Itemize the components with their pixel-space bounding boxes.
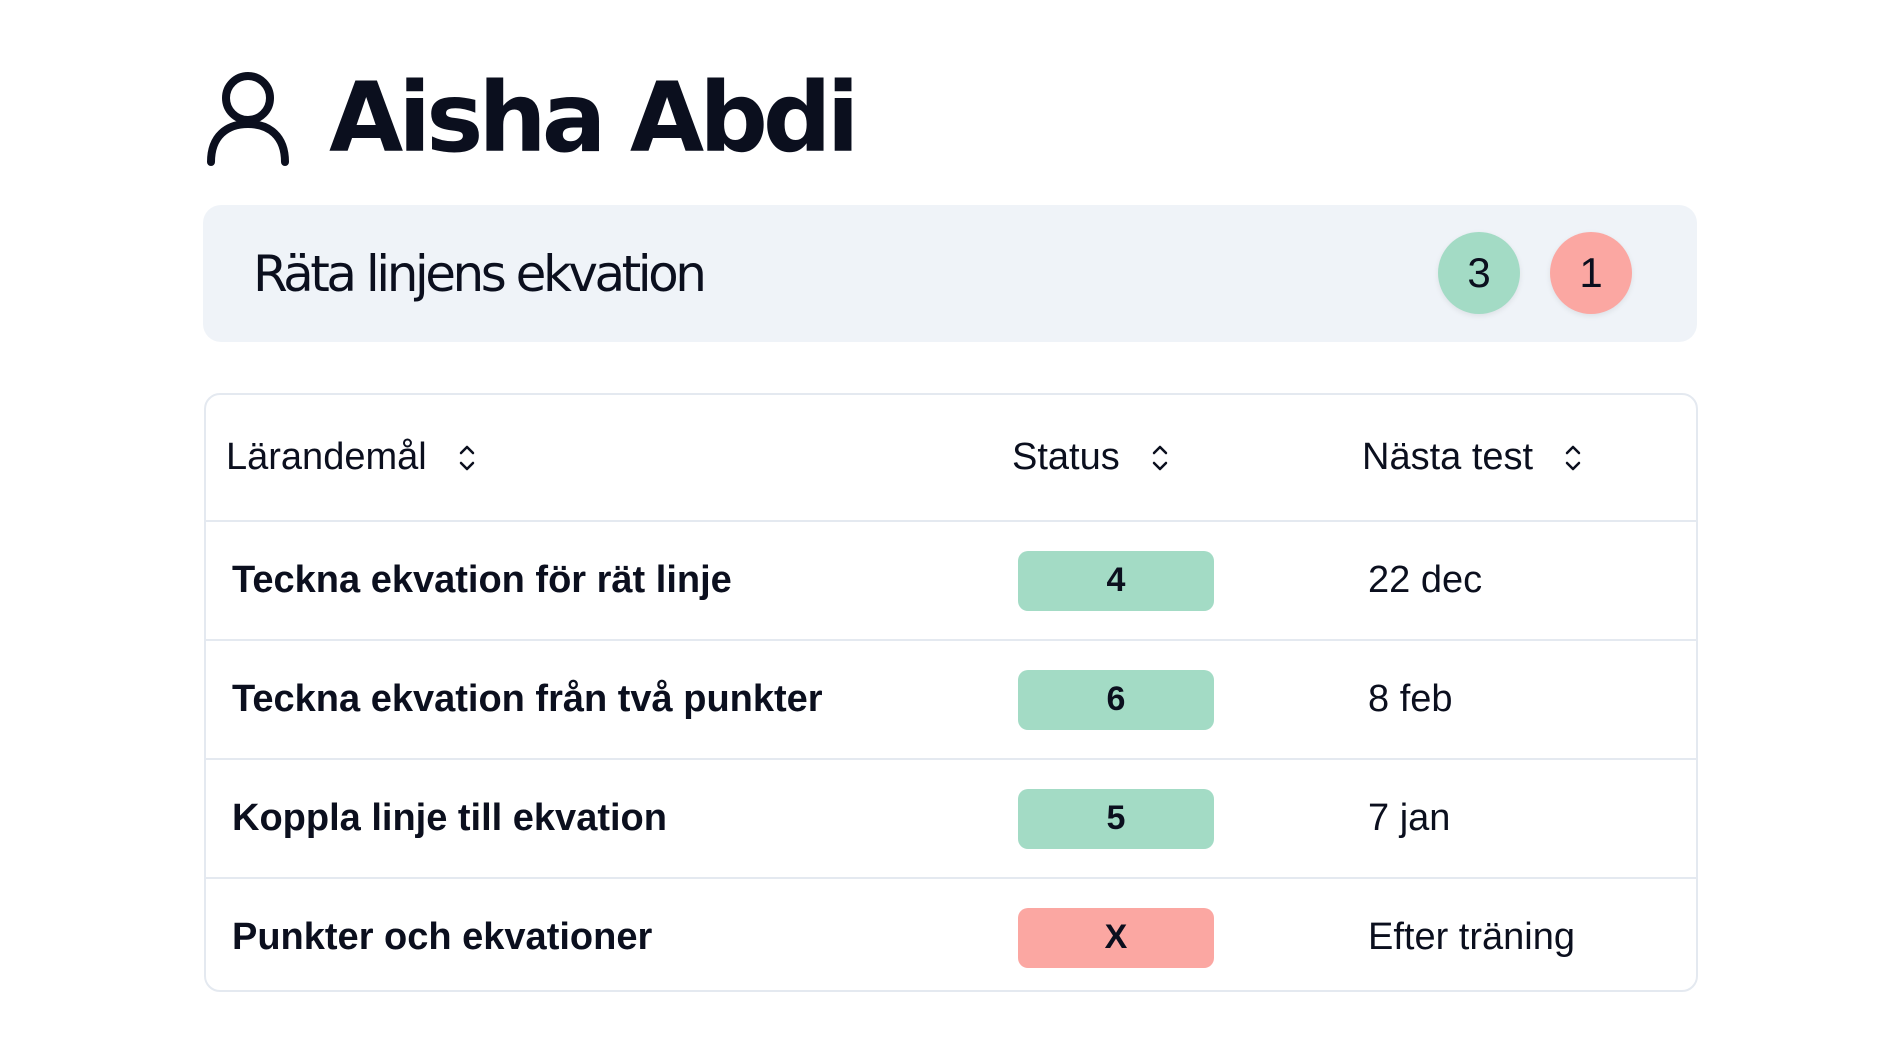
next-test-date: 22 dec (1368, 559, 1483, 601)
student-header: Aisha Abdi (205, 62, 860, 174)
goal-name: Punkter och ekvationer (232, 916, 653, 958)
header-label: Status (1012, 436, 1120, 478)
table-header: Lärandemål Status Nästa test (206, 395, 1696, 520)
next-test-date: 8 feb (1368, 678, 1453, 720)
passed-count-badge: 3 (1438, 232, 1520, 314)
sort-icon[interactable] (1150, 442, 1170, 474)
sort-icon[interactable] (1563, 442, 1583, 474)
next-test-date: 7 jan (1368, 797, 1451, 839)
table-row[interactable]: Punkter och ekvationer X Efter träning (206, 877, 1696, 990)
header-goal[interactable]: Lärandemål (226, 395, 477, 520)
header-next-test[interactable]: Nästa test (1362, 395, 1583, 520)
status-badge: 6 (1018, 669, 1214, 730)
goals-table: Lärandemål Status Nästa test Teckna ekva… (204, 393, 1698, 992)
header-label: Lärandemål (226, 436, 427, 478)
goal-name: Teckna ekvation för rät linje (232, 559, 732, 601)
student-name: Aisha Abdi (329, 62, 860, 174)
status-badge: 4 (1018, 550, 1214, 611)
table-row[interactable]: Teckna ekvation för rät linje 4 22 dec (206, 520, 1696, 639)
table-row[interactable]: Teckna ekvation från två punkter 6 8 feb (206, 639, 1696, 758)
status-badge: 5 (1018, 788, 1214, 849)
topic-banner: Räta linjens ekvation 3 1 (203, 205, 1697, 342)
goal-name: Koppla linje till ekvation (232, 797, 667, 839)
failed-count-badge: 1 (1550, 232, 1632, 314)
status-badge: X (1018, 907, 1214, 968)
sort-icon[interactable] (457, 442, 477, 474)
goal-name: Teckna ekvation från två punkter (232, 678, 823, 720)
table-row[interactable]: Koppla linje till ekvation 5 7 jan (206, 758, 1696, 877)
header-label: Nästa test (1362, 436, 1534, 478)
topic-title: Räta linjens ekvation (253, 245, 707, 303)
header-status[interactable]: Status (1012, 395, 1170, 520)
user-icon (207, 72, 289, 166)
next-test-date: Efter träning (1368, 916, 1575, 958)
